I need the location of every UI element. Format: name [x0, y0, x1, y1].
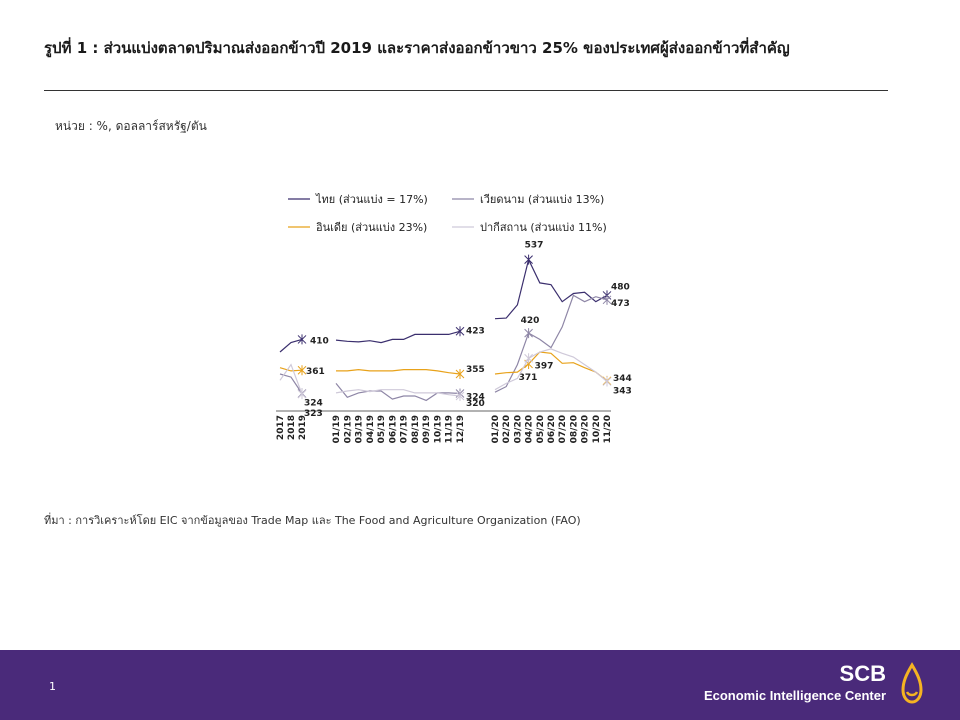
series-line — [494, 257, 608, 320]
x-tick-label: 09/19 — [422, 415, 432, 443]
footer-bar: 1 SCB Economic Intelligence Center — [0, 650, 960, 720]
legend-label: ไทย (ส่วนแบ่ง = 17%) — [315, 193, 428, 206]
data-point-marker — [297, 389, 307, 400]
data-point-marker — [297, 334, 307, 345]
data-label: 537 — [525, 241, 544, 251]
page-number: 1 — [49, 680, 56, 693]
data-label: 324 — [466, 392, 485, 402]
x-tick-label: 03/20 — [513, 415, 523, 443]
x-tick-label: 10/20 — [592, 415, 602, 443]
data-label: 343 — [613, 387, 632, 397]
data-label: 323 — [304, 409, 323, 419]
x-tick-label: 02/20 — [502, 415, 512, 443]
data-label: 371 — [519, 373, 538, 383]
x-tick-label: 01/20 — [491, 415, 501, 443]
x-tick-label: 04/20 — [525, 415, 535, 443]
legend-label: เวียดนาม (ส่วนแบ่ง 13%) — [480, 193, 604, 206]
x-tick-label: 10/19 — [433, 415, 443, 443]
x-tick-label: 04/19 — [366, 415, 376, 443]
data-point-marker — [455, 326, 465, 337]
brand-block: SCB Economic Intelligence Center — [704, 662, 886, 704]
series-line — [279, 367, 303, 372]
rice-export-chart: ไทย (ส่วนแบ่ง = 17%) เวียดนาม (ส่วนแบ่ง 1… — [276, 193, 632, 443]
x-tick-label: 03/19 — [355, 415, 365, 443]
page-title: รูปที่ 1 : ส่วนแบ่งตลาดปริมาณส่งออกข้าวป… — [44, 39, 790, 57]
title-divider — [44, 90, 888, 91]
series-line — [335, 389, 461, 397]
data-point-marker — [455, 369, 465, 379]
source-note: ที่มา : การวิเคราะห์โดย EIC จากข้อมูลของ… — [44, 514, 581, 527]
data-label: 480 — [611, 282, 630, 292]
legend-label: ปากีสถาน (ส่วนแบ่ง 11%) — [480, 221, 607, 234]
series-line — [336, 368, 461, 375]
x-tick-label: 12/19 — [456, 415, 466, 443]
data-label: 361 — [306, 367, 325, 377]
x-tick-label: 08/19 — [411, 415, 421, 443]
data-label: 355 — [466, 365, 485, 375]
series-line — [279, 338, 303, 353]
x-tick-label: 06/20 — [547, 415, 557, 443]
data-label: 410 — [310, 336, 329, 346]
data-point-marker — [455, 391, 465, 401]
brand-subtitle: Economic Intelligence Center — [703, 688, 886, 703]
data-label: 344 — [613, 374, 632, 384]
data-label: 320 — [466, 399, 485, 409]
series-line — [279, 363, 303, 395]
x-tick-label: 11/19 — [445, 415, 455, 443]
x-tick-label: 2019 — [298, 415, 308, 440]
x-tick-label: 05/19 — [377, 415, 387, 443]
x-tick-label: 05/20 — [536, 415, 546, 443]
series-line — [494, 294, 608, 393]
series-line — [335, 330, 461, 344]
data-label: 420 — [521, 316, 540, 326]
x-tick-label: 07/19 — [400, 415, 410, 443]
series-line — [494, 351, 608, 382]
x-tick-label: 11/20 — [603, 415, 613, 443]
legend-label: อินเดีย (ส่วนแบ่ง 23%) — [316, 221, 428, 234]
data-point-marker — [297, 365, 307, 376]
x-tick-label: 2017 — [276, 415, 286, 440]
x-tick-label: 02/19 — [343, 415, 353, 443]
data-point-marker — [524, 353, 533, 364]
series-line — [494, 348, 608, 391]
x-tick-label: 09/20 — [581, 415, 591, 443]
data-point-marker — [602, 376, 612, 387]
series-line — [335, 383, 461, 402]
data-label: 423 — [466, 326, 485, 336]
data-label: 397 — [535, 361, 554, 371]
data-label: 324 — [304, 398, 323, 408]
x-tick-label: 01/19 — [332, 415, 342, 443]
x-tick-label: 08/20 — [569, 415, 579, 443]
x-tick-label: 2018 — [287, 415, 297, 440]
x-tick-label: 07/20 — [558, 415, 568, 443]
x-tick-label: 06/19 — [388, 415, 398, 443]
unit-label: หน่วย : %, ดอลลาร์สหรัฐ/ตัน — [55, 119, 207, 133]
data-label: 473 — [611, 299, 630, 309]
scb-logo-icon — [901, 662, 923, 704]
data-point-marker — [602, 294, 612, 305]
data-point-marker — [524, 254, 533, 265]
brand-name: SCB — [839, 661, 886, 686]
data-point-marker — [524, 328, 533, 339]
